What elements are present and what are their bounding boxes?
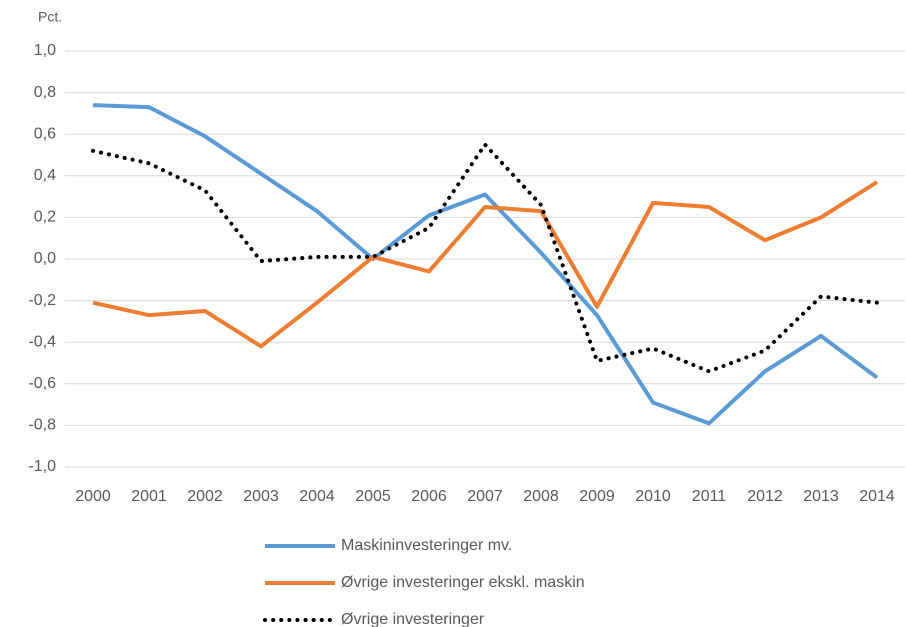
legend-label: Maskininvesteringer mv. [341, 537, 512, 554]
y-axis-label: Pct. [38, 9, 62, 25]
series-line [92, 103, 879, 426]
y-tick-label: -0,6 [28, 375, 56, 392]
x-tick-label: 2008 [523, 488, 559, 505]
x-tick-label: 2003 [243, 488, 279, 505]
y-tick-label: 0,6 [34, 125, 56, 142]
y-tick-label: 0,2 [34, 209, 56, 226]
x-tick-label: 2000 [75, 488, 111, 505]
y-tick-label: -0,4 [28, 333, 56, 350]
legend-label: Øvrige investeringer [341, 611, 485, 627]
x-tick-label: 2007 [467, 488, 503, 505]
x-tick-label: 2006 [411, 488, 447, 505]
x-tick-label: 2004 [299, 488, 335, 505]
x-tick-label: 2013 [803, 488, 839, 505]
series-line [92, 180, 879, 349]
y-tick-label: 0,0 [34, 250, 56, 267]
x-tick-label: 2014 [859, 488, 895, 505]
x-tick-label: 2009 [579, 488, 615, 505]
y-tick-label: -0,2 [28, 292, 56, 309]
y-tick-label: 0,4 [34, 167, 56, 184]
x-tick-label: 2002 [187, 488, 223, 505]
x-tick-label: 2001 [131, 488, 167, 505]
series-line [91, 142, 879, 374]
y-tick-label: 1,0 [34, 42, 56, 59]
x-tick-label: 2012 [747, 488, 783, 505]
y-tick-label: -0,8 [28, 417, 56, 434]
x-tick-label: 2005 [355, 488, 391, 505]
y-tick-label: 0,8 [34, 84, 56, 101]
x-tick-label: 2011 [692, 488, 727, 505]
x-tick-label: 2010 [635, 488, 671, 505]
legend-label: Øvrige investeringer ekskl. maskin [341, 574, 585, 591]
y-tick-label: -1,0 [28, 458, 56, 475]
